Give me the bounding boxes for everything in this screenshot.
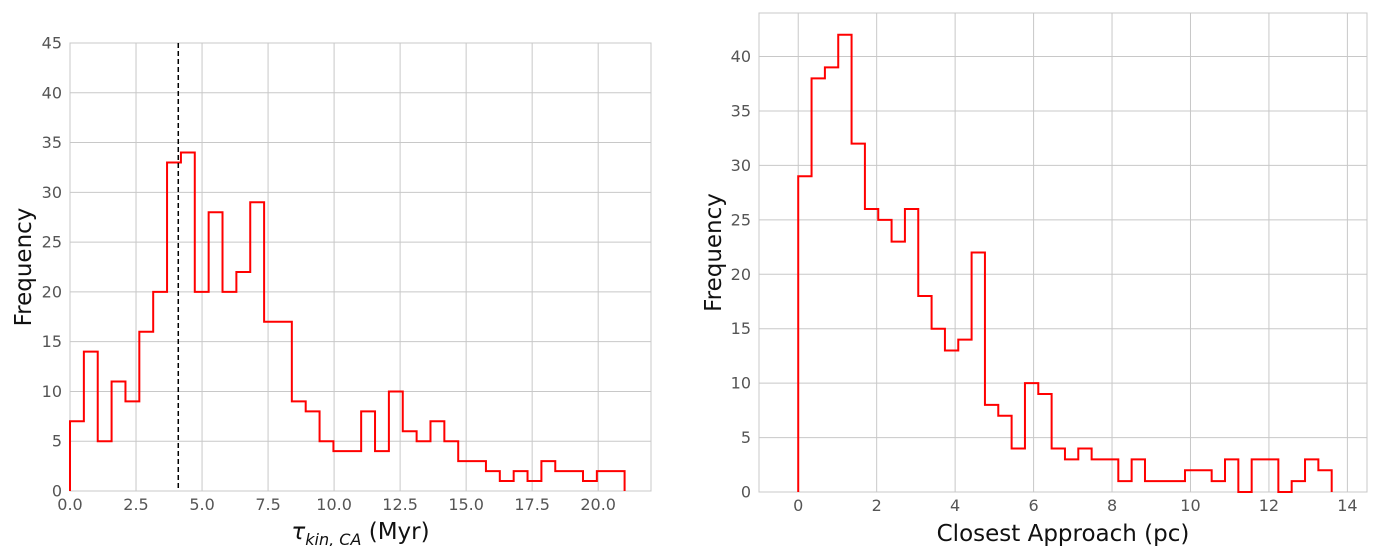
y-tick-label: 35	[42, 133, 62, 152]
histogram-step-line	[69, 151, 626, 491]
y-tick-label: 30	[42, 183, 62, 202]
x-tick-label: 20.0	[580, 495, 616, 514]
x-tick-label: 6	[1028, 496, 1038, 515]
x-tick-label: 2.5	[123, 495, 148, 514]
y-tick-label: 40	[42, 83, 62, 102]
y-tick-label: 25	[731, 210, 751, 229]
y-tick-label: 20	[731, 265, 751, 284]
y-tick-label: 10	[731, 374, 751, 393]
y-axis-label: Frequency	[701, 193, 727, 312]
y-tick-label: 35	[731, 101, 751, 120]
y-tick-label: 40	[731, 47, 751, 66]
x-tick-label: 12.5	[382, 495, 418, 514]
x-tick-label: 17.5	[514, 495, 550, 514]
y-tick-label: 5	[741, 428, 751, 447]
plot-frame	[758, 12, 1368, 493]
closest-approach-histogram-panel: 0 5 10 15 20 25 30 35 40 0 2 4 6 8 10 12 14 Frequency Clos…	[701, 12, 1368, 546]
y-tick-label: 15	[42, 332, 62, 351]
histogram-step-line	[797, 33, 1333, 493]
y-axis-label: Frequency	[11, 208, 37, 327]
x-tick-label: 4	[950, 496, 960, 515]
x-tick-label: 5.0	[189, 495, 214, 514]
x-tick-label: 7.5	[255, 495, 280, 514]
x-tick-label: 0.0	[57, 495, 82, 514]
y-tick-label: 0	[741, 483, 751, 502]
plot-frame	[69, 42, 652, 492]
x-tick-label: 8	[1107, 496, 1117, 515]
y-tick-label: 10	[42, 382, 62, 401]
y-tick-label: 45	[42, 34, 62, 53]
y-tick-label: 20	[42, 282, 62, 301]
x-tick-label: 12	[1259, 496, 1279, 515]
x-axis-label: Closest Approach (pc)	[937, 521, 1190, 546]
x-tick-label: 15.0	[448, 495, 484, 514]
x-tick-label: 10	[1180, 496, 1200, 515]
x-tick-label: 14	[1337, 496, 1357, 515]
y-tick-label: 30	[731, 156, 751, 175]
y-tick-label: 0	[52, 482, 62, 501]
x-tick-label: 2	[872, 496, 882, 515]
x-tick-label: 10.0	[316, 495, 352, 514]
y-tick-label: 15	[731, 319, 751, 338]
y-tick-label: 25	[42, 233, 62, 252]
tau-kin-histogram-panel: 0 5 10 15 20 25 30 35 40 45 0.0 2.5 5.0 7.5 10.0 12.5 15…	[11, 34, 652, 546]
y-tick-label: 5	[52, 432, 62, 451]
x-axis-label: τkin, CA (Myr)	[291, 519, 429, 546]
x-tick-label: 0	[793, 496, 803, 515]
